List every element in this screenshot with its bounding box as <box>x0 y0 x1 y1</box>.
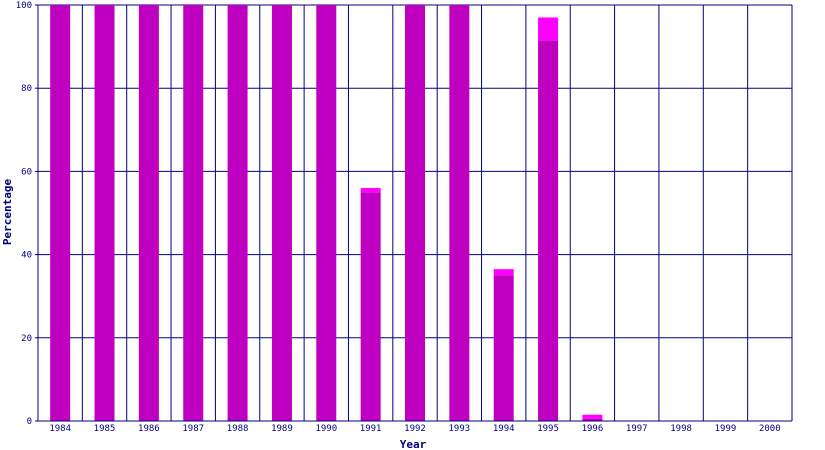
bar-segment <box>227 5 248 421</box>
bar-segment <box>582 418 603 421</box>
bar-segment <box>94 5 115 421</box>
bar-segment <box>582 414 603 419</box>
bar-segment <box>493 269 514 276</box>
bar-segment <box>360 192 381 421</box>
x-tick-label: 1995 <box>537 424 559 434</box>
bar-segment <box>360 188 381 193</box>
x-tick-label: 1990 <box>315 424 337 434</box>
x-tick-label: 1998 <box>670 424 692 434</box>
x-tick-label: 1992 <box>404 424 426 434</box>
y-axis-title: Percentage <box>1 179 14 246</box>
x-tick-label: 1999 <box>715 424 737 434</box>
bar-segment <box>316 5 337 421</box>
axis-layer <box>35 4 792 422</box>
x-tick-label: 1997 <box>626 424 648 434</box>
x-tick-label: 1991 <box>360 424 382 434</box>
bar-segment <box>405 5 425 421</box>
x-tick-label: 1988 <box>227 424 249 434</box>
bar-segment <box>449 5 470 421</box>
x-tick-label: 1989 <box>271 424 293 434</box>
labels-layer: 0 20 40 60 80 100 1984 1985 1986 1987 1988 1989 1990… <box>16 1 781 434</box>
x-tick-label: 1987 <box>182 424 204 434</box>
x-tick-label: 1994 <box>493 424 515 434</box>
x-tick-label: 1985 <box>94 424 116 434</box>
bars-layer <box>50 5 603 422</box>
x-tick-label: 1996 <box>582 424 604 434</box>
y-tick-label: 0 <box>27 417 32 427</box>
grid-layer <box>37 4 793 422</box>
y-tick-label: 80 <box>21 84 32 94</box>
x-axis-title: Year <box>400 438 427 450</box>
y-tick-label: 60 <box>21 167 32 177</box>
x-tick-label: 2000 <box>759 424 781 434</box>
bar-segment <box>538 40 559 422</box>
y-tick-label: 20 <box>21 334 32 344</box>
bar-segment <box>50 5 71 421</box>
bar-segment <box>493 275 514 421</box>
y-tick-label: 100 <box>16 1 32 11</box>
x-tick-label: 1984 <box>49 424 71 434</box>
bar-segment <box>183 5 204 421</box>
bar-segment <box>538 17 559 41</box>
y-tick-label: 40 <box>21 251 32 261</box>
x-tick-label: 1986 <box>138 424 160 434</box>
bar-segment <box>271 5 292 421</box>
x-tick-label: 1993 <box>449 424 471 434</box>
bar-segment <box>138 5 159 421</box>
